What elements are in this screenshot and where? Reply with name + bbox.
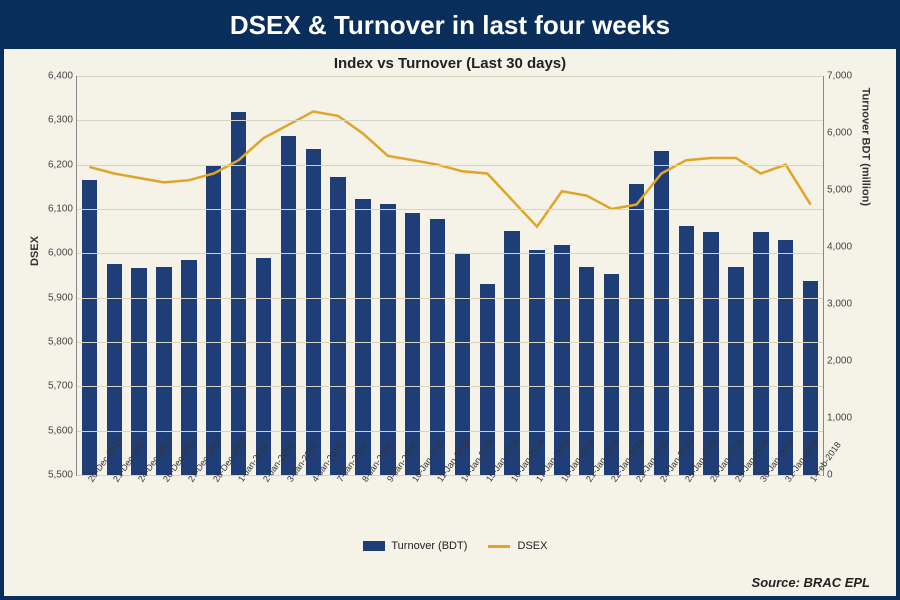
x-tick-label: 24-Jan-2018: [658, 478, 666, 484]
source-text: Source: BRAC EPL: [752, 575, 870, 590]
y-left-tick: 5,600: [33, 425, 73, 436]
legend-swatch-bar: [363, 541, 385, 551]
x-tick-label: 29-Jan-2018: [733, 478, 741, 484]
x-tick-label: 26-Dec-2017: [161, 478, 169, 484]
y-right-tick: 5,000: [827, 185, 867, 196]
x-tick-label: 8-Jan-2018: [360, 478, 368, 484]
x-tick-label: 1-Jan-2018: [236, 478, 244, 484]
y-left-tick: 6,400: [33, 71, 73, 82]
gridline: [77, 209, 823, 210]
x-tick-label: 28-Jan-2018: [708, 478, 716, 484]
y-left-tick: 5,500: [33, 470, 73, 481]
y-left-tick: 5,700: [33, 381, 73, 392]
y-right-tick: 1,000: [827, 413, 867, 424]
y-left-tick: 6,100: [33, 204, 73, 215]
line-layer: [77, 76, 823, 475]
chart-subtitle: Index vs Turnover (Last 30 days): [24, 55, 876, 72]
legend-turnover-label: Turnover (BDT): [391, 540, 467, 552]
gridline: [77, 253, 823, 254]
x-tick-label: 20-Dec-2017: [86, 478, 94, 484]
x-tick-label: 16-Jan-2018: [509, 478, 517, 484]
x-tick-label: 27-Dec-2017: [186, 478, 194, 484]
x-tick-label: 24-Dec-2017: [136, 478, 144, 484]
y-right-tick: 4,000: [827, 242, 867, 253]
x-tick-label: 18-Jan-2018: [559, 478, 567, 484]
x-tick-label: 17-Jan-2018: [534, 478, 542, 484]
x-tick-label: 25-Jan-2018: [683, 478, 691, 484]
y-right-tick: 6,000: [827, 128, 867, 139]
chart-header: DSEX & Turnover in last four weeks: [4, 4, 896, 49]
x-tick-label: 21-Jan-2018: [584, 478, 592, 484]
x-tick-label: 11-Jan-2018: [435, 478, 443, 484]
chart-area: Index vs Turnover (Last 30 days) DSEX Tu…: [24, 55, 876, 575]
legend-swatch-line: [488, 545, 510, 548]
x-tick-label: 7-Jan-2018: [335, 478, 343, 484]
x-tick-label: 10-Jan-2018: [410, 478, 418, 484]
x-tick-label: 28-Dec-2017: [211, 478, 219, 484]
y-left-tick: 5,800: [33, 337, 73, 348]
x-tick-label: 4-Jan-2018: [310, 478, 318, 484]
legend: Turnover (BDT) DSEX: [24, 540, 876, 552]
gridline: [77, 298, 823, 299]
x-tick-label: 15-Jan-2018: [484, 478, 492, 484]
header-title: DSEX & Turnover in last four weeks: [230, 10, 670, 40]
y-left-tick: 6,300: [33, 115, 73, 126]
gridline: [77, 165, 823, 166]
y-right-tick: 2,000: [827, 356, 867, 367]
x-tick-label: 30-Jan-2018: [758, 478, 766, 484]
gridline: [77, 386, 823, 387]
legend-dsex-label: DSEX: [518, 540, 548, 552]
gridline: [77, 431, 823, 432]
y-right-tick: 0: [827, 470, 867, 481]
x-tick-label: 31-Jan-2018: [783, 478, 791, 484]
gridline: [77, 120, 823, 121]
y-right-tick: 3,000: [827, 299, 867, 310]
x-tick-label: 3-Jan-2018: [285, 478, 293, 484]
x-tick-label: 1-Feb-2018: [808, 478, 816, 484]
x-tick-label: 9-Jan-2018: [385, 478, 393, 484]
y-right-tick: 7,000: [827, 71, 867, 82]
gridline: [77, 342, 823, 343]
plot-area: DSEX Turnover BDT (million) 5,5005,6005,…: [76, 76, 824, 476]
gridline: [77, 76, 823, 77]
x-tick-label: 2-Jan-2018: [261, 478, 269, 484]
chart-frame: DSEX & Turnover in last four weeks Index…: [0, 0, 900, 600]
y-left-tick: 6,000: [33, 248, 73, 259]
y-left-tick: 5,900: [33, 292, 73, 303]
x-tick-label: 14-Jan-2018: [459, 478, 467, 484]
x-tick-label: 21-Dec-2017: [111, 478, 119, 484]
y-left-tick: 6,200: [33, 159, 73, 170]
x-axis-labels: 20-Dec-2017 21-Dec-2017 24-Dec-2017 26-Dec-…: [76, 476, 824, 540]
x-tick-label: 23-Jan-2018: [634, 478, 642, 484]
x-tick-label: 22-Jan-2018: [609, 478, 617, 484]
